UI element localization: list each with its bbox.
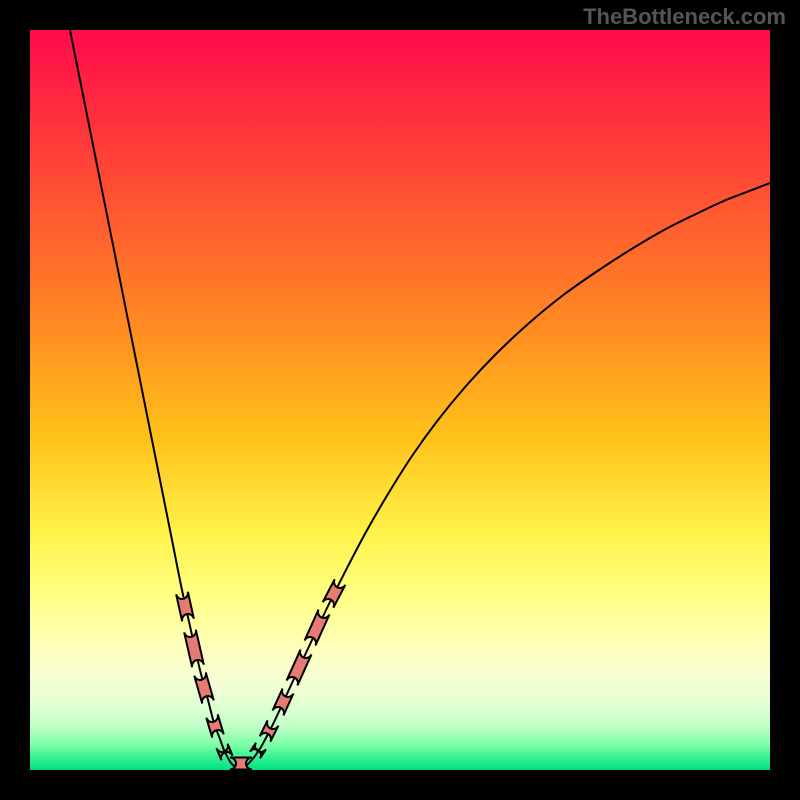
watermark-text: TheBottleneck.com: [583, 4, 786, 30]
marker: [184, 630, 204, 668]
marker: [206, 714, 223, 737]
marker: [176, 592, 194, 622]
marker: [273, 689, 294, 716]
plot-frame: [30, 30, 770, 770]
curve-right: [240, 183, 770, 769]
marker: [323, 579, 346, 608]
marker: [287, 650, 312, 686]
marker: [194, 672, 214, 703]
marker: [260, 720, 279, 741]
curve-left: [70, 30, 240, 769]
chart-curves: [30, 30, 770, 770]
marker: [305, 610, 330, 646]
marker: [250, 743, 266, 759]
